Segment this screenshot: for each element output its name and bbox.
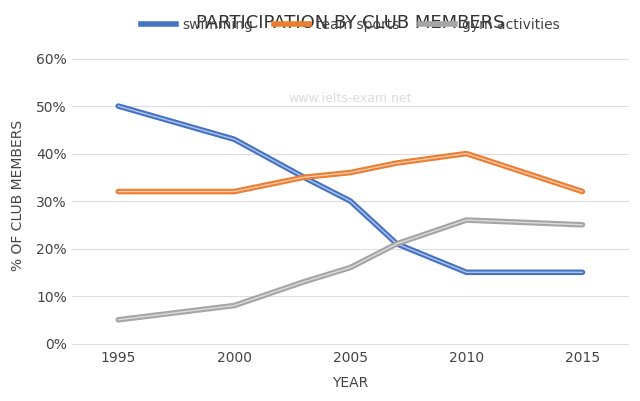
Text: www.ielts-exam.net: www.ielts-exam.net (289, 92, 412, 105)
Legend: swimming, team sports, gym activities: swimming, team sports, gym activities (136, 12, 565, 37)
Title: PARTICIPATION BY CLUB MEMBERS: PARTICIPATION BY CLUB MEMBERS (196, 14, 504, 32)
Y-axis label: % OF CLUB MEMBERS: % OF CLUB MEMBERS (11, 119, 25, 271)
X-axis label: YEAR: YEAR (332, 376, 369, 390)
